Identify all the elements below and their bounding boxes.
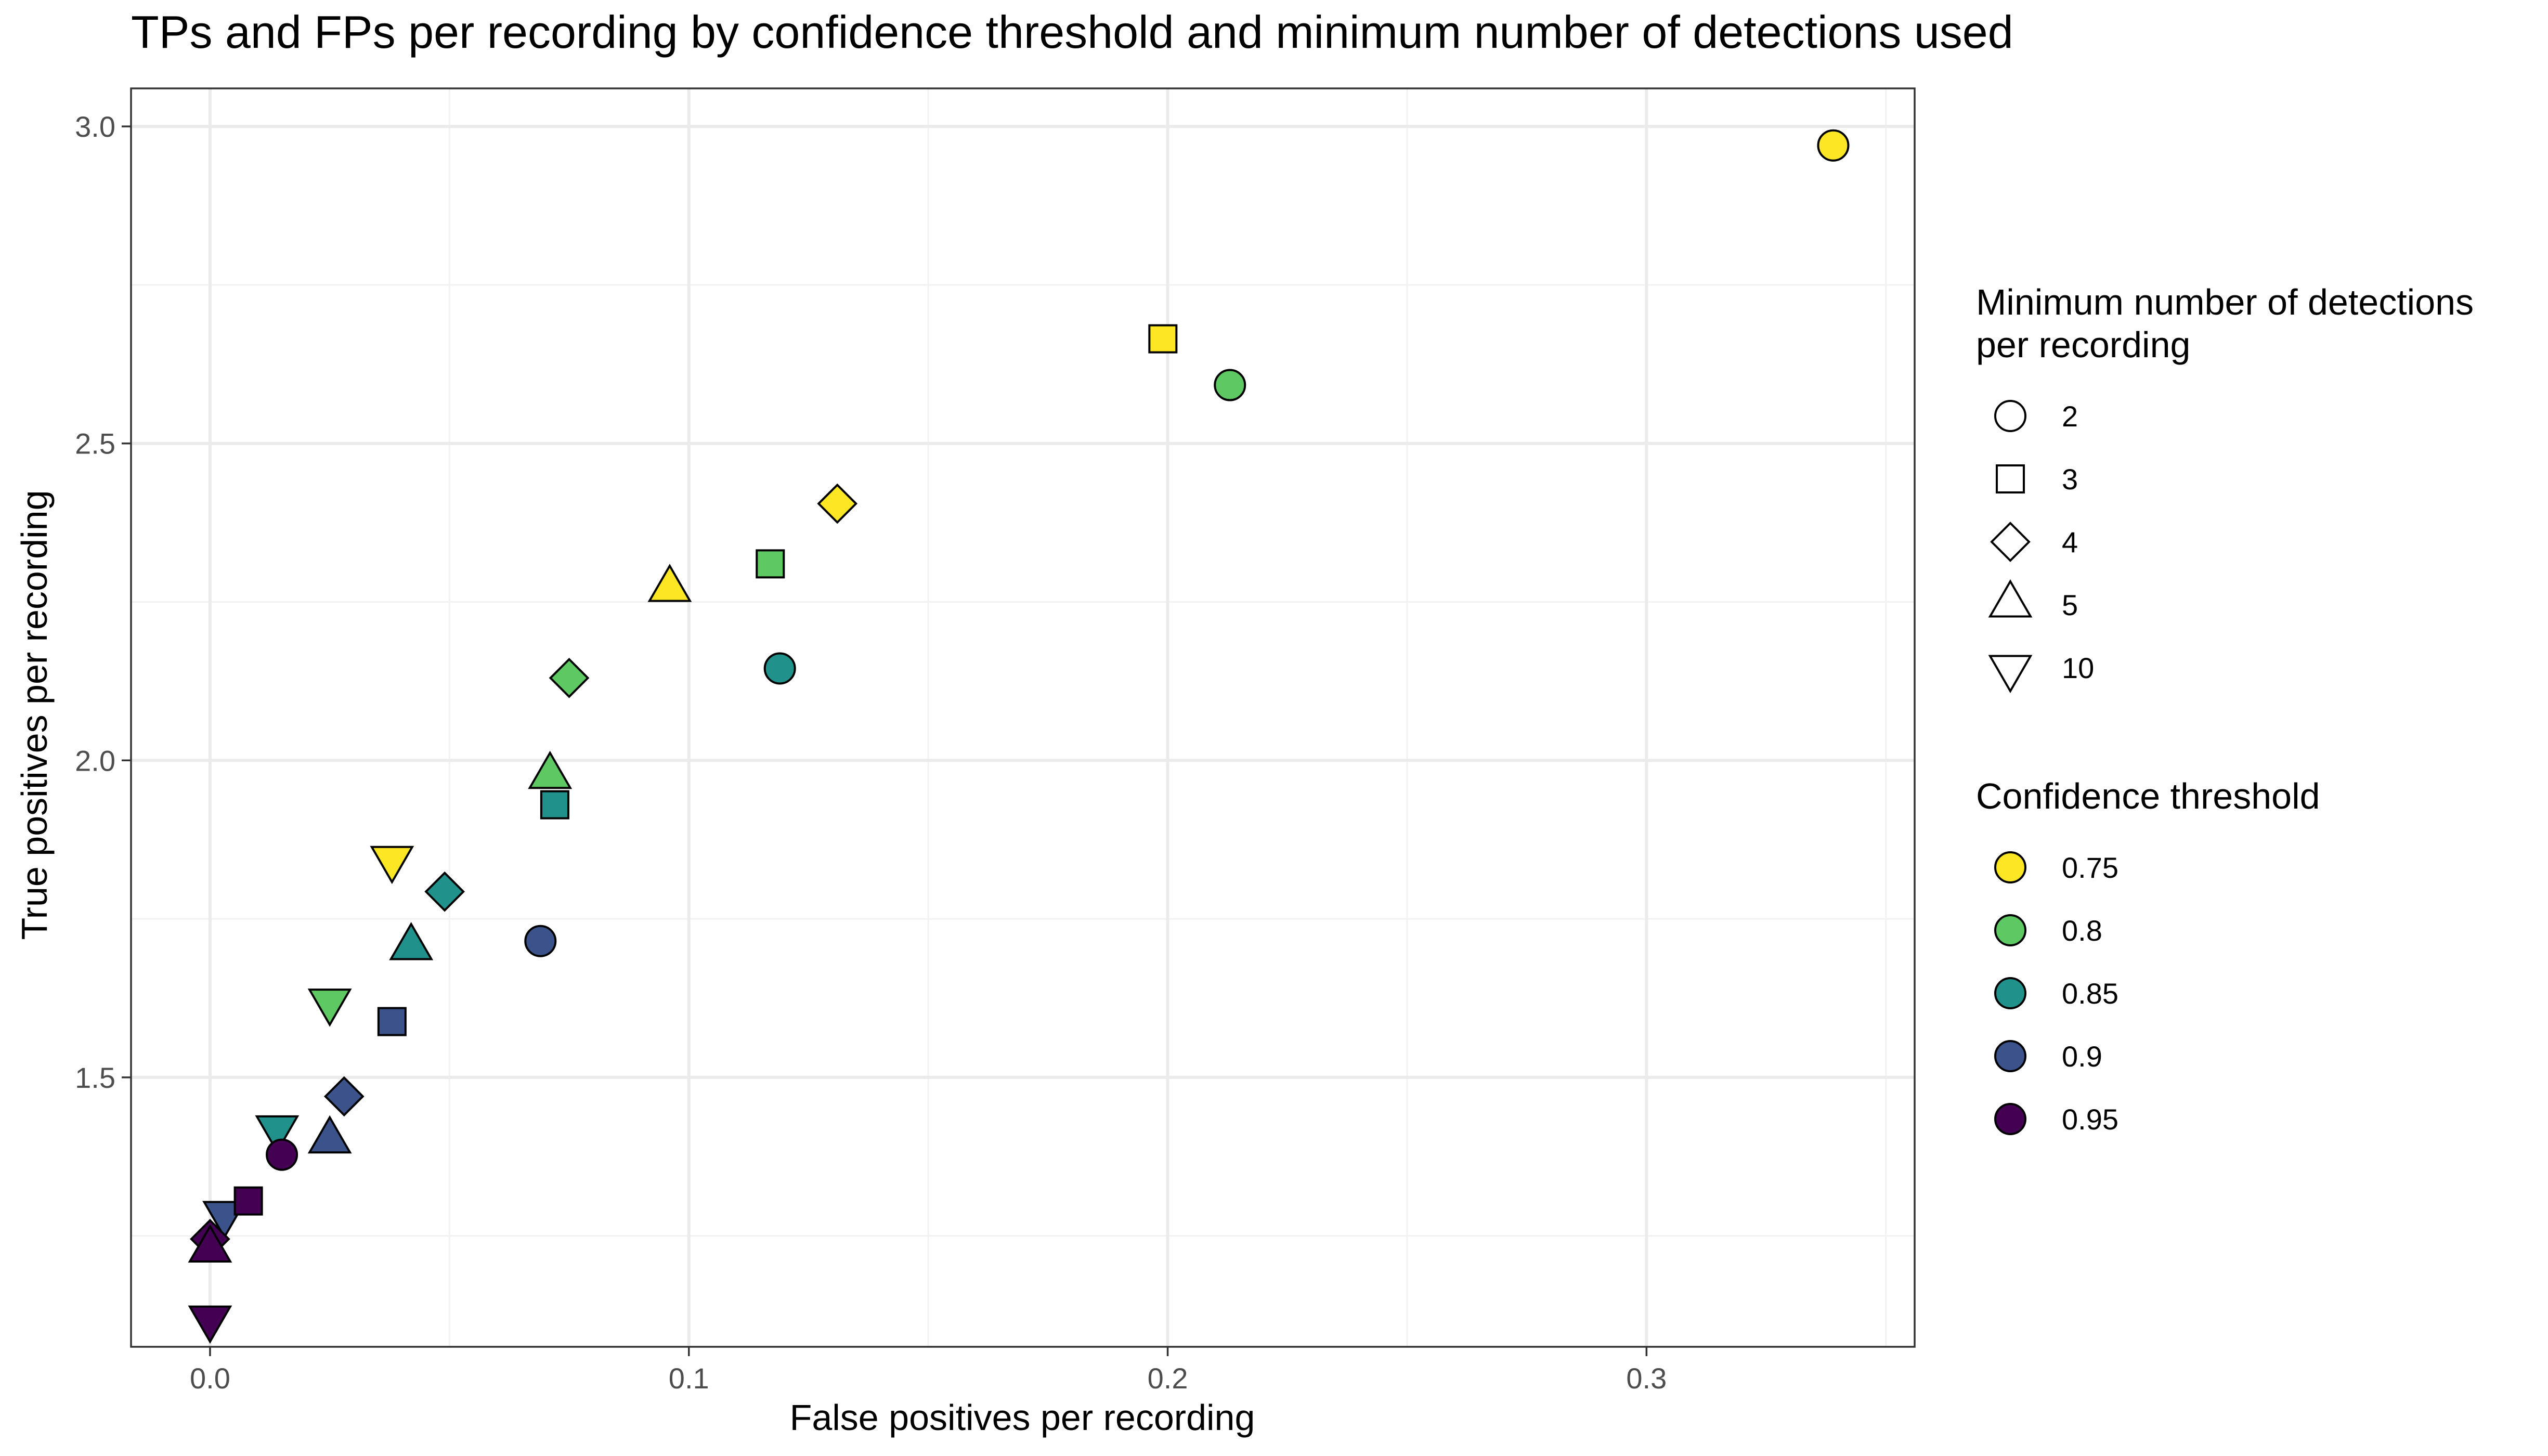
color-legend-label: 0.8 [2062, 914, 2102, 947]
data-point-t075-n5 [647, 564, 692, 602]
data-point-t08-n3 [756, 549, 785, 579]
x-axis-ticks: 0.0 0.1 0.2 0.3 [190, 1347, 1667, 1395]
shape-legend: Minimum number of detections per recordi… [1976, 282, 2474, 694]
shape-legend-key-3 [1996, 464, 2025, 493]
data-point-t095-n2 [266, 1138, 298, 1171]
color-legend-label: 0.9 [2062, 1040, 2102, 1073]
plot-panel-border [130, 87, 1916, 1348]
data-points [188, 129, 1850, 1344]
shape-legend-items: 2 3 4 5 10 [1988, 400, 2094, 694]
data-point-t075-n2 [1817, 129, 1850, 162]
color-legend-key-0.75 [1994, 851, 2026, 883]
data-point-t095-n10 [188, 1305, 232, 1344]
shape-legend-key-5 [1988, 579, 2033, 618]
data-point-t075-n4 [817, 483, 858, 524]
x-tick-label: 0.1 [669, 1362, 709, 1395]
data-point-t09-n4 [323, 1076, 365, 1117]
data-point-t085-n2 [763, 652, 796, 685]
shape-legend-title-line-1: Minimum number of detections [1976, 282, 2474, 322]
data-point-t085-n10 [255, 1115, 300, 1154]
shape-legend-label: 2 [2062, 400, 2078, 433]
x-tick-label: 0.2 [1148, 1362, 1188, 1395]
x-tick-label: 0.0 [190, 1362, 230, 1395]
data-point-t08-n4 [549, 657, 590, 698]
color-legend-label: 0.75 [2062, 851, 2118, 884]
y-tick-label: 2.0 [75, 744, 115, 777]
data-point-t085-n5 [389, 921, 434, 960]
color-legend-key-0.9 [1994, 1040, 2026, 1072]
x-axis-title: False positives per recording [790, 1397, 1255, 1438]
data-point-t08-n5 [528, 750, 573, 789]
shape-legend-key-10 [1988, 655, 2033, 694]
y-tick-label: 1.5 [75, 1061, 115, 1094]
y-tick-label: 3.0 [75, 110, 115, 143]
shape-legend-label: 3 [2062, 463, 2078, 496]
chart-title: TPs and FPs per recording by confidence … [131, 6, 2013, 58]
data-point-t09-n5 [307, 1115, 352, 1154]
color-legend-key-0.95 [1994, 1103, 2026, 1135]
data-point-t075-n10 [370, 846, 414, 885]
color-legend-key-0.8 [1994, 914, 2026, 946]
data-point-t095-n5 [188, 1224, 232, 1263]
shape-legend-label: 5 [2062, 589, 2078, 621]
data-point-t085-n3 [540, 790, 569, 820]
shape-legend-key-2 [1994, 400, 2026, 432]
data-point-t085-n4 [424, 871, 465, 912]
x-tick-label: 0.3 [1626, 1362, 1667, 1395]
shape-legend-title-line-2: per recording [1976, 324, 2190, 365]
y-axis-ticks: 1.5 2.0 2.5 3.0 [75, 110, 131, 1094]
color-legend-label: 0.95 [2062, 1103, 2118, 1136]
color-legend: Confidence threshold 0.75 0.8 0.85 0.9 0.95 [1976, 776, 2320, 1136]
color-legend-key-0.85 [1994, 977, 2026, 1009]
shape-legend-key-4 [1990, 522, 2031, 562]
grid-lines [131, 88, 1915, 1347]
data-point-t095-n3 [233, 1186, 263, 1216]
color-legend-items: 0.75 0.8 0.85 0.9 0.95 [1994, 851, 2118, 1136]
data-point-t08-n10 [307, 989, 352, 1027]
shape-legend-label: 4 [2062, 526, 2078, 558]
color-legend-label: 0.85 [2062, 977, 2118, 1010]
data-point-t09-n2 [524, 925, 557, 957]
color-legend-title: Confidence threshold [1976, 776, 2320, 816]
data-point-t08-n2 [1214, 369, 1246, 401]
shape-legend-label: 10 [2062, 652, 2094, 684]
data-point-t075-n3 [1148, 324, 1178, 354]
y-tick-label: 2.5 [75, 427, 115, 460]
y-axis-title: True positives per recording [14, 490, 55, 940]
data-point-t09-n3 [377, 1007, 407, 1036]
